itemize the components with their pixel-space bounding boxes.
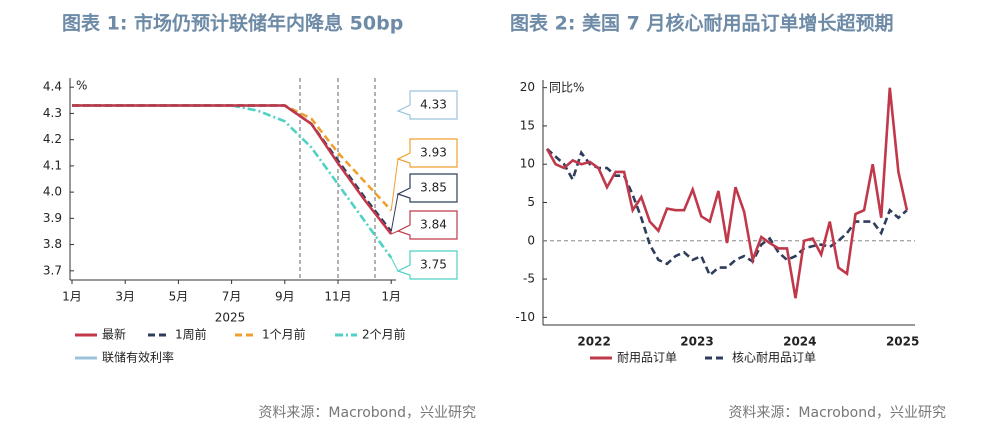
callout-label: 3.84 (420, 218, 447, 232)
legend-label: 联储有效利率 (102, 350, 174, 365)
chart-title: 图表 2: 美国 7 月核心耐用品订单增长超预期 (510, 12, 894, 35)
legend-label: 最新 (102, 327, 126, 342)
x-tick-label: 3月 (115, 290, 135, 304)
x-tick-label: 2025 (886, 335, 919, 349)
x-axis-label: 2025 (215, 311, 246, 325)
callout-connector (390, 230, 399, 235)
y-tick-label: 3.9 (43, 211, 62, 225)
y-tick-label: 4.3 (43, 106, 62, 120)
legend-label: 1个月前 (262, 327, 306, 342)
callout-label: 3.75 (420, 258, 447, 272)
callout-label: 3.85 (420, 181, 447, 195)
y-tick-label: 4.1 (43, 158, 62, 172)
series-line (72, 104, 393, 212)
y-tick-label: 10 (520, 157, 535, 171)
series-line (545, 87, 909, 299)
y-tick-label: 5 (527, 195, 535, 209)
series-line (72, 104, 393, 235)
callout-connector (390, 193, 399, 232)
x-tick-label: 7月 (222, 290, 242, 304)
x-tick-label: 9月 (275, 290, 295, 304)
x-tick-label: 2022 (577, 335, 610, 349)
legend-label: 核心耐用品订单 (732, 351, 816, 365)
callout-box (396, 210, 458, 240)
series-line (546, 147, 908, 278)
x-tick-label: 5月 (169, 290, 189, 304)
callout-box (396, 138, 458, 168)
y-tick-label: 15 (520, 118, 535, 132)
y-axis-unit: 同比% (549, 81, 584, 95)
y-tick-label: 4.2 (43, 132, 62, 146)
chart-title: 图表 1: 市场仍预计联储年内降息 50bp (62, 12, 403, 35)
callout-label: 4.33 (420, 98, 447, 112)
y-axis-unit: % (76, 79, 87, 93)
x-tick-label: 1月 (381, 290, 401, 304)
y-tick-label: 3.7 (43, 263, 62, 277)
source-note: 资料来源：Macrobond，兴业研究 (258, 405, 476, 421)
source-note: 资料来源：Macrobond，兴业研究 (728, 405, 946, 421)
callout-connector (390, 257, 399, 272)
x-tick-label: 11月 (324, 290, 351, 304)
legend-label: 2个月前 (362, 327, 406, 342)
callout-label: 3.93 (420, 146, 447, 160)
y-tick-label: 3.8 (43, 237, 62, 251)
y-tick-label: 4.4 (43, 80, 62, 94)
callout-box (396, 173, 458, 203)
callout-box (396, 90, 458, 120)
legend-label: 1周前 (175, 327, 207, 342)
callout-box (396, 250, 458, 280)
legend-label: 耐用品订单 (617, 351, 677, 365)
y-tick-label: 4.0 (43, 185, 62, 199)
callout-connector (390, 158, 399, 211)
x-tick-label: 1月 (62, 290, 82, 304)
x-tick-label: 2024 (783, 335, 816, 349)
y-tick-label: 20 (520, 80, 535, 94)
y-tick-label: -10 (515, 310, 535, 324)
y-tick-label: -5 (523, 272, 535, 286)
y-tick-label: 0 (527, 233, 535, 247)
series-line (72, 104, 393, 259)
x-tick-label: 2023 (680, 335, 713, 349)
